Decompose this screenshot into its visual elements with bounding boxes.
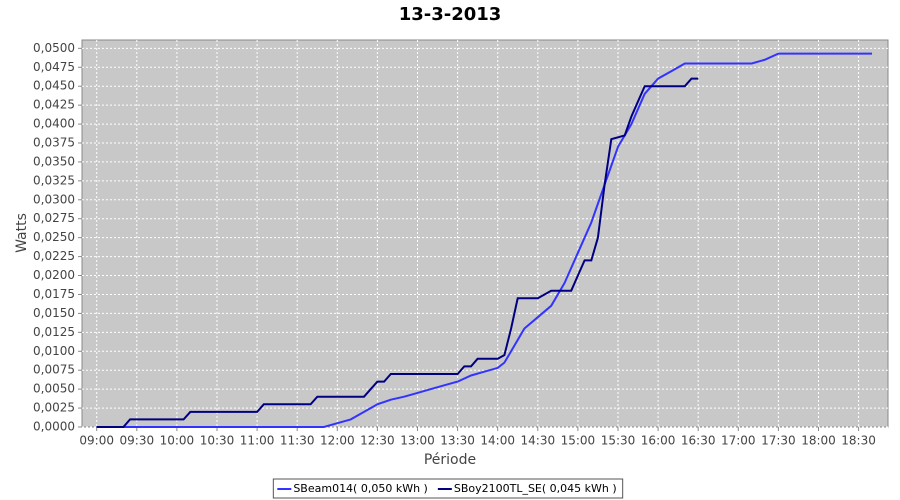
y-tick-label: 0,0175 <box>33 287 75 301</box>
y-tick-label: 0,0000 <box>33 420 75 434</box>
x-tick-label: 17:00 <box>721 434 756 448</box>
x-tick-label: 15:30 <box>601 434 636 448</box>
y-tick-label: 0,0300 <box>33 192 75 206</box>
x-tick-label: 14:30 <box>521 434 556 448</box>
y-tick-label: 0,0150 <box>33 306 75 320</box>
legend: SBeam014( 0,050 kWh ) SBoy2100TL_SE( 0,04… <box>272 478 624 499</box>
x-tick-label: 11:00 <box>240 434 275 448</box>
x-tick-label: 10:00 <box>160 434 195 448</box>
plot-area <box>81 39 889 428</box>
x-tick-label: 13:00 <box>400 434 435 448</box>
y-tick-label: 0,0125 <box>33 325 75 339</box>
x-tick-label: 16:00 <box>641 434 676 448</box>
x-tick-label: 09:30 <box>120 434 155 448</box>
y-tick-label: 0,0400 <box>33 117 75 131</box>
y-tick-label: 0,0250 <box>33 230 75 244</box>
x-axis-title: Période <box>424 452 476 468</box>
x-tick-label: 16:30 <box>681 434 716 448</box>
y-tick-label: 0,0075 <box>33 363 75 377</box>
x-tick-label: 15:00 <box>561 434 596 448</box>
series-line <box>96 77 699 428</box>
y-tick-label: 0,0450 <box>33 79 75 93</box>
y-tick-label: 0,0475 <box>33 60 75 74</box>
legend-label: SBeam014( 0,050 kWh ) <box>293 482 428 495</box>
y-tick-label: 0,0025 <box>33 401 75 415</box>
y-tick-label: 0,0225 <box>33 249 75 263</box>
y-tick-label: 0,0200 <box>33 268 75 282</box>
y-axis-title: Watts <box>14 213 30 253</box>
x-tick-label: 17:30 <box>761 434 796 448</box>
x-tick-label: 10:30 <box>200 434 235 448</box>
x-tick-label: 18:00 <box>801 434 836 448</box>
x-tick-label: 12:30 <box>360 434 395 448</box>
y-tick-label: 0,0325 <box>33 173 75 187</box>
y-tick-label: 0,0100 <box>33 344 75 358</box>
chart-title: 13-3-2013 <box>399 4 502 25</box>
y-tick-label: 0,0425 <box>33 98 75 112</box>
x-tick-label: 12:00 <box>320 434 355 448</box>
y-tick-label: 0,0050 <box>33 382 75 396</box>
x-tick-label: 14:00 <box>480 434 515 448</box>
legend-label: SBoy2100TL_SE( 0,045 kWh ) <box>454 482 617 495</box>
y-tick-label: 0,0375 <box>33 135 75 149</box>
x-tick-label: 11:30 <box>280 434 315 448</box>
series-line <box>96 52 872 428</box>
x-tick-label: 09:00 <box>79 434 114 448</box>
x-tick-label: 13:30 <box>440 434 475 448</box>
y-tick-label: 0,0500 <box>33 41 75 55</box>
y-tick-label: 0,0350 <box>33 154 75 168</box>
x-tick-label: 18:30 <box>841 434 876 448</box>
y-tick-label: 0,0275 <box>33 211 75 225</box>
